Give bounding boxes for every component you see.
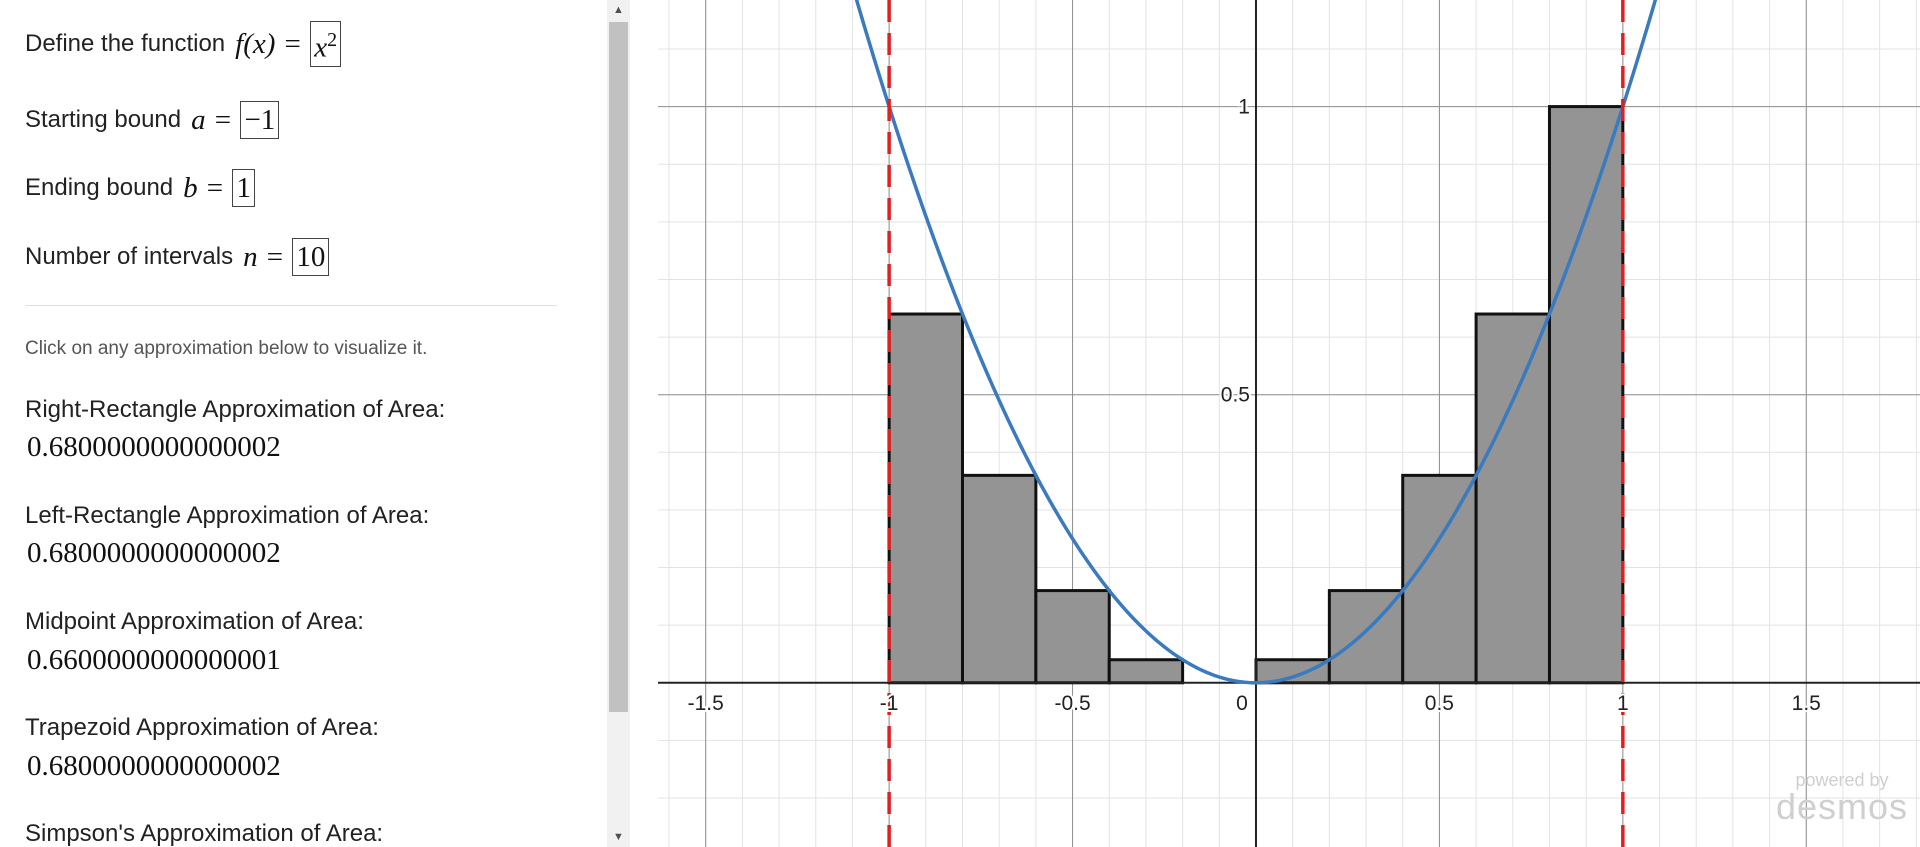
approximation-rectangle-9[interactable] (1474, 312, 1551, 685)
graph-svg[interactable]: -1.5 -1 -0.5 0 0.5 1 1.5 0.5 1 (658, 0, 1920, 847)
intervals-input[interactable]: 10 (292, 238, 330, 276)
function-exponent: 2 (327, 29, 338, 52)
midpoint-value: 0.6600000000000001 (27, 644, 281, 676)
watermark-desmos: desmos (1775, 786, 1908, 827)
intervals-row: Number of intervals n = 10 (25, 233, 330, 281)
approximation-rectangle-4[interactable] (1107, 658, 1185, 685)
simpsons-label[interactable]: Simpson's Approximation of Area: (25, 820, 384, 847)
scrollbar-thumb[interactable] (609, 22, 628, 712)
approximation-rectangle-3[interactable] (1034, 589, 1111, 685)
x-tick-label: -0.5 (1054, 692, 1090, 715)
function-lhs: f(x) = (235, 28, 302, 61)
end-bound-input[interactable]: 1 (232, 169, 255, 207)
end-bound-row: Ending bound b = 1 (25, 164, 255, 212)
left-rectangle-value: 0.6800000000000002 (27, 537, 281, 569)
function-lhs-text: f(x) = (235, 27, 303, 60)
function-label: Define the function (25, 30, 226, 57)
x-tick-label: -1.5 (688, 692, 724, 715)
x-tick-label: -1 (880, 692, 899, 715)
trapezoid-value: 0.6800000000000002 (27, 750, 281, 782)
approximation-rectangle-6[interactable] (1254, 658, 1331, 685)
midpoint-label[interactable]: Midpoint Approximation of Area: (25, 608, 364, 635)
scroll-down-arrow-icon[interactable]: ▼ (613, 831, 624, 843)
hint-text: Click on any approximation below to visu… (25, 338, 428, 359)
intervals-label: Number of intervals (25, 243, 234, 270)
panel-scrollbar[interactable]: ▲ ▼ (607, 0, 630, 847)
intervals-lhs-text: n = (243, 240, 285, 273)
end-bound-lhs: b = (183, 172, 224, 205)
start-bound-lhs: a = (191, 104, 232, 137)
x-tick-label: 0.5 (1425, 692, 1454, 715)
x-tick-label: 1 (1617, 692, 1629, 715)
x-tick-label: 0 (1236, 692, 1248, 715)
end-bound-lhs-text: b = (183, 171, 225, 204)
start-bound-label: Starting bound (25, 106, 182, 133)
approximation-rectangle-10[interactable] (1547, 105, 1625, 685)
intervals-lhs: n = (243, 241, 284, 274)
function-row: Define the function f(x) = x2 (25, 20, 342, 68)
trapezoid-label[interactable]: Trapezoid Approximation of Area: (25, 714, 379, 741)
start-bound-lhs-text: a = (191, 103, 233, 136)
y-tick-label: 0.5 (1221, 384, 1250, 407)
x-tick-label: 1.5 (1792, 692, 1821, 715)
right-rectangle-value: 0.6800000000000002 (27, 431, 281, 463)
function-curve[interactable] (658, 0, 1920, 685)
function-input[interactable]: x2 (310, 21, 342, 67)
right-rectangle-label[interactable]: Right-Rectangle Approximation of Area: (25, 396, 446, 423)
end-bound-label: Ending bound (25, 174, 174, 201)
approximation-rectangle-1[interactable] (887, 312, 964, 685)
scroll-up-arrow-icon[interactable]: ▲ (613, 4, 624, 16)
function-base: x (314, 31, 328, 64)
desmos-watermark: powered by desmos (1776, 771, 1908, 825)
panel-divider (25, 305, 557, 306)
watermark-powered-by: powered by (1795, 770, 1889, 790)
approximation-rectangle-2[interactable] (960, 473, 1038, 685)
left-rectangle-label[interactable]: Left-Rectangle Approximation of Area: (25, 502, 430, 529)
start-bound-row: Starting bound a = −1 (25, 96, 280, 144)
expression-panel: Define the function f(x) = x2 Starting b… (0, 0, 607, 847)
graph-canvas[interactable]: -1.5 -1 -0.5 0 0.5 1 1.5 0.5 1 powered by desmos (658, 0, 1920, 847)
start-bound-input[interactable]: −1 (240, 101, 280, 139)
y-tick-label: 1 (1238, 96, 1250, 119)
